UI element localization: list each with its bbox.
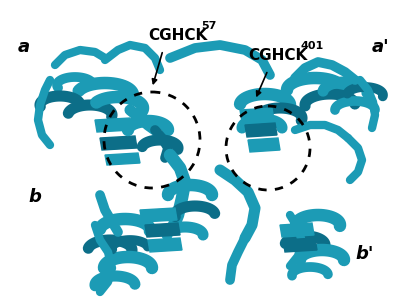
- Text: 57: 57: [201, 21, 216, 31]
- Polygon shape: [240, 108, 274, 122]
- Text: CGHCK: CGHCK: [148, 28, 207, 43]
- Polygon shape: [140, 208, 177, 222]
- Polygon shape: [100, 136, 137, 150]
- Text: b': b': [355, 245, 373, 263]
- Polygon shape: [145, 223, 180, 237]
- Polygon shape: [105, 153, 140, 165]
- Polygon shape: [248, 138, 280, 152]
- Text: CGHCK: CGHCK: [248, 48, 307, 63]
- Polygon shape: [280, 223, 314, 237]
- Polygon shape: [148, 238, 182, 252]
- Text: a: a: [18, 38, 30, 56]
- Text: 401: 401: [301, 41, 324, 51]
- Text: b: b: [28, 188, 41, 206]
- Polygon shape: [95, 118, 132, 132]
- Text: a': a': [372, 38, 390, 56]
- Polygon shape: [245, 123, 277, 137]
- Polygon shape: [283, 238, 317, 252]
